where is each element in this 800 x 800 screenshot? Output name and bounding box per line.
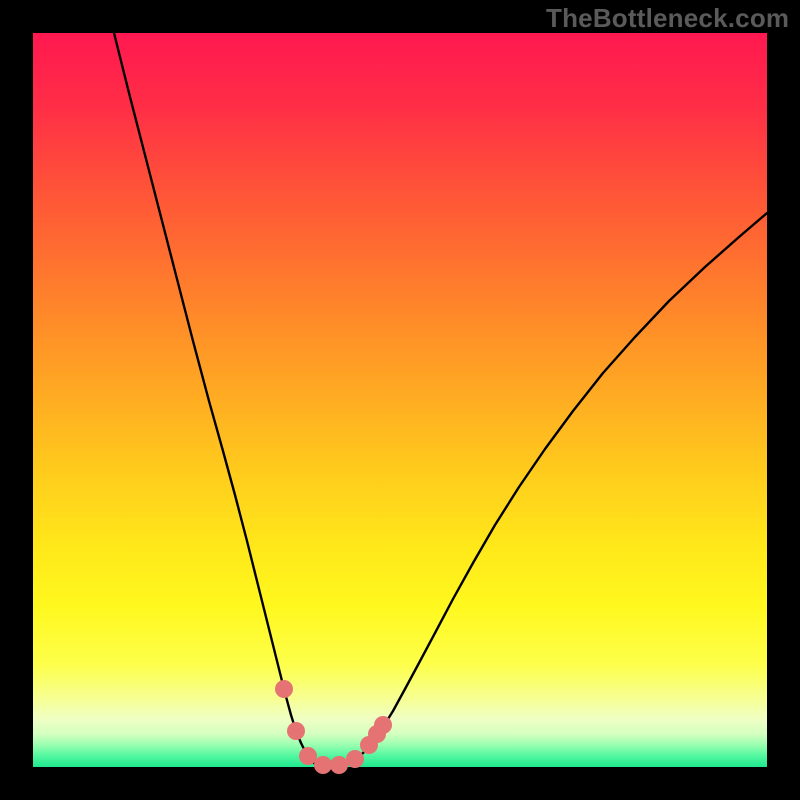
curve-marker — [275, 680, 293, 698]
curve-marker — [346, 750, 364, 768]
watermark-text: TheBottleneck.com — [546, 3, 789, 34]
plot-area — [33, 33, 767, 767]
figure-root: TheBottleneck.com — [0, 0, 800, 800]
bottleneck-curve — [114, 33, 767, 767]
curve-layer — [33, 33, 767, 767]
curve-marker — [374, 716, 392, 734]
curve-marker — [287, 722, 305, 740]
